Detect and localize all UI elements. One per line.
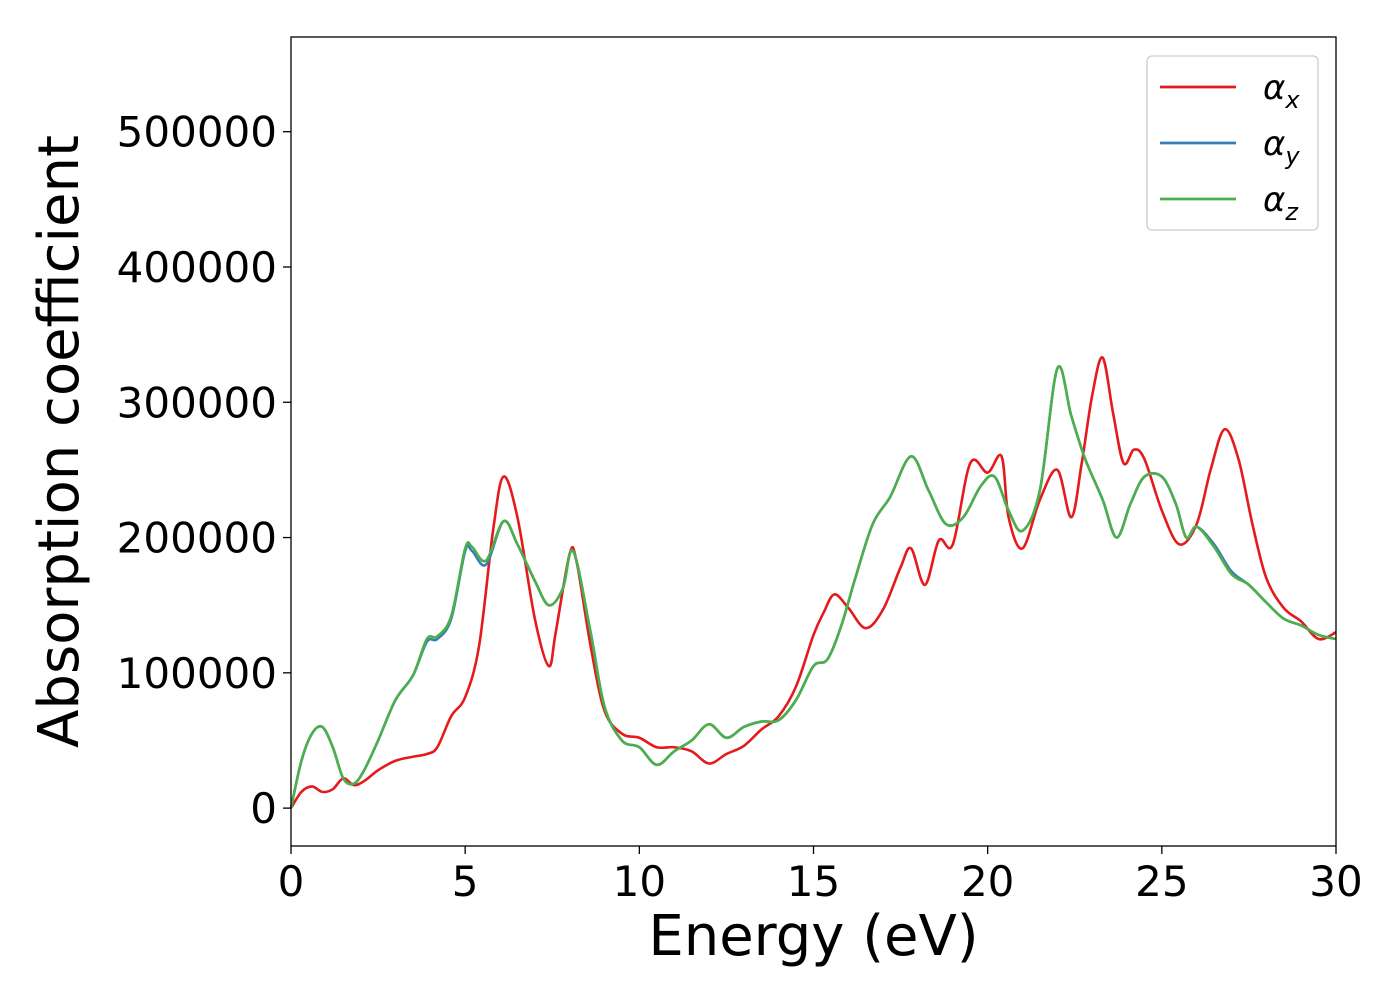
x-tick-label: 30 (1309, 857, 1362, 906)
series-lines (289, 356, 1337, 809)
series-line-z (289, 365, 1337, 809)
y-tick-label: 100000 (117, 649, 277, 698)
legend-label-base: α (1263, 124, 1285, 164)
y-axis-title: Absorption coefficient (27, 135, 92, 748)
legend-label-subscript: z (1284, 198, 1299, 226)
y-tick-label: 0 (250, 784, 277, 833)
y-tick-label: 500000 (117, 108, 277, 157)
axis-ticks: 0 5 10 15 20 25 30 0 100000 200000 300000 400000 500… (117, 108, 1363, 906)
legend-label-x: αx (1263, 68, 1300, 114)
x-tick-label: 10 (613, 857, 666, 906)
x-tick-label: 15 (787, 857, 840, 906)
y-tick-label: 300000 (117, 378, 277, 427)
y-tick-label: 200000 (117, 514, 277, 563)
legend-label-y: αy (1263, 124, 1300, 170)
y-tick-label: 400000 (117, 243, 277, 292)
legend-label-base: α (1263, 180, 1285, 220)
series-line-x (289, 356, 1337, 809)
x-tick-label: 5 (452, 857, 479, 906)
x-tick-label: 25 (1135, 857, 1188, 906)
x-axis-title: Energy (eV) (648, 904, 978, 969)
legend-label-subscript: x (1284, 86, 1300, 114)
legend-label-subscript: y (1284, 142, 1300, 170)
legend-label-base: α (1263, 68, 1285, 108)
legend-label-z: αz (1263, 180, 1299, 226)
x-tick-label: 20 (961, 857, 1014, 906)
series-line-y (289, 365, 1337, 809)
x-tick-label: 0 (278, 857, 305, 906)
